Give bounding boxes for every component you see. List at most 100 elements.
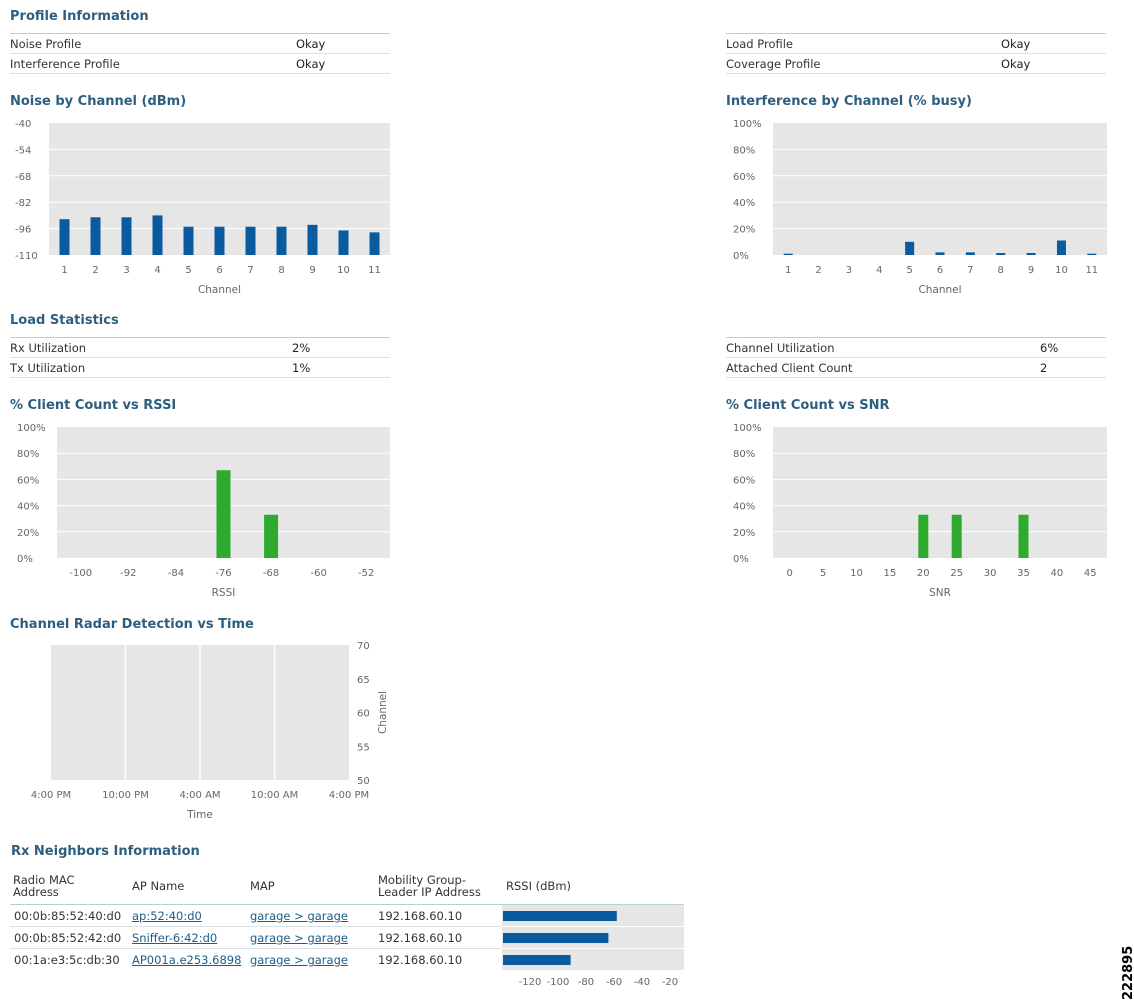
- plot-area: [773, 427, 1107, 558]
- bar: [264, 514, 279, 558]
- x-tick-label: -92: [120, 568, 136, 579]
- table-row: Rx Utilization 2%: [10, 338, 390, 358]
- snr-chart-title: % Client Count vs SNR: [726, 398, 890, 413]
- neighbors-title: Rx Neighbors Information: [11, 844, 200, 859]
- x-axis-label: Channel: [198, 284, 241, 296]
- bar: [183, 226, 194, 255]
- x-tick-label: 4: [154, 265, 160, 276]
- load-value: 6%: [1040, 341, 1059, 355]
- profile-title: Profile Information: [10, 9, 149, 24]
- y-tick-label: 60%: [17, 475, 39, 486]
- bar: [905, 241, 915, 255]
- neighbor-map-link[interactable]: garage > garage: [250, 931, 348, 945]
- row-divider: [10, 926, 502, 927]
- x-tick-label: 11: [1085, 265, 1098, 276]
- profile-right-table: Load Profile Okay Coverage Profile Okay: [726, 33, 1106, 74]
- neighbor-mac: 00:0b:85:52:40:d0: [14, 909, 122, 923]
- y-tick-label: 20%: [733, 528, 755, 539]
- x-tick-label: 20: [917, 568, 930, 579]
- y-tick-label: -82: [15, 198, 31, 209]
- x-tick-label: 1: [785, 265, 791, 276]
- table-row: Noise Profile Okay: [10, 34, 390, 54]
- neighbor-map-link[interactable]: garage > garage: [250, 909, 348, 923]
- y-tick-label: 60: [357, 709, 370, 720]
- bar: [90, 217, 101, 255]
- x-tick-label: -60: [310, 568, 326, 579]
- x-tick-label: 30: [984, 568, 997, 579]
- y-tick-label: 20%: [17, 528, 39, 539]
- x-tick-label: 4:00 PM: [31, 790, 71, 801]
- y-tick-label: 0%: [733, 251, 749, 262]
- bar: [1026, 253, 1036, 255]
- bar: [152, 215, 163, 255]
- neighbor-ap-link[interactable]: ap:52:40:d0: [132, 909, 202, 923]
- profile-label: Noise Profile: [10, 37, 82, 51]
- x-tick-label: 9: [309, 265, 315, 276]
- neighbor-ap-link[interactable]: AP001a.e253.6898: [132, 953, 242, 967]
- neighbor-ap-link[interactable]: Sniffer-6:42:d0: [132, 931, 218, 945]
- load-label: Rx Utilization: [10, 341, 87, 355]
- y-tick-label: -40: [15, 119, 31, 130]
- x-tick-label: -40: [634, 977, 650, 988]
- y-tick-label: 40%: [733, 502, 755, 513]
- col-header-rssi: RSSI (dBm): [506, 879, 572, 893]
- bar: [918, 514, 929, 558]
- x-tick-label: 3: [123, 265, 129, 276]
- load-left-table: Rx Utilization 2% Tx Utilization 1%: [10, 337, 390, 378]
- bar: [1018, 514, 1029, 558]
- bar: [216, 470, 231, 558]
- table-row: Coverage Profile Okay: [726, 54, 1106, 74]
- col-header-ip: Mobility Group- Leader IP Address: [378, 873, 481, 899]
- load-value: 1%: [292, 361, 311, 375]
- load-label: Attached Client Count: [726, 361, 853, 375]
- x-tick-label: -20: [662, 977, 678, 988]
- noise-by-channel-chart: -110 -96 -82 -68 -54 -40 1 2 3 4 5 6 7 8 9 10 11 Channel: [15, 119, 390, 296]
- x-tick-label: 10: [850, 568, 863, 579]
- noise-chart-title: Noise by Channel (dBm): [10, 94, 187, 109]
- y-tick-label: 0%: [733, 554, 749, 565]
- y-tick-label: -54: [15, 145, 31, 156]
- x-tick-label: -52: [358, 568, 374, 579]
- x-tick-label: -120: [519, 977, 542, 988]
- load-value: 2%: [292, 341, 311, 355]
- neighbor-ip: 192.168.60.10: [378, 909, 463, 923]
- y-tick-label: 60%: [733, 172, 755, 183]
- y-tick-label: 100%: [733, 423, 762, 434]
- figure-code: 222895: [1121, 945, 1134, 1000]
- x-tick-label: 10: [1055, 265, 1068, 276]
- profile-label: Load Profile: [726, 37, 794, 51]
- neighbor-mac: 00:1a:e3:5c:db:30: [14, 953, 120, 967]
- load-label: Tx Utilization: [10, 361, 86, 375]
- neighbor-ip: 192.168.60.10: [378, 953, 463, 967]
- x-tick-label: 7: [967, 265, 973, 276]
- bar: [1087, 253, 1097, 255]
- table-row: Tx Utilization 1%: [10, 358, 390, 378]
- y-tick-label: 60%: [733, 475, 755, 486]
- y-tick-label: -110: [15, 251, 38, 262]
- client-count-vs-snr-chart: 0% 20% 40% 60% 80% 100% 0 5 10 15 20 25 30 35 40 45 SNR: [733, 423, 1107, 599]
- x-tick-label: 0: [787, 568, 793, 579]
- x-tick-label: -68: [263, 568, 279, 579]
- x-tick-label: -84: [168, 568, 184, 579]
- x-tick-label: 3: [846, 265, 852, 276]
- x-tick-label: 4:00 PM: [329, 790, 369, 801]
- x-tick-label: 7: [247, 265, 253, 276]
- y-tick-label: 100%: [733, 119, 762, 130]
- load-label: Channel Utilization: [726, 341, 835, 355]
- y-axis-label: Channel: [377, 691, 389, 734]
- profile-value: Okay: [1001, 57, 1031, 71]
- bar: [121, 217, 132, 255]
- x-tick-label: 5: [820, 568, 826, 579]
- profile-left-table: Noise Profile Okay Interference Profile …: [10, 33, 390, 74]
- neighbor-ip: 192.168.60.10: [378, 931, 463, 945]
- x-axis-label: SNR: [929, 587, 951, 599]
- neighbor-map-link[interactable]: garage > garage: [250, 953, 348, 967]
- rssi-bar: [503, 911, 617, 921]
- radar-chart-title: Channel Radar Detection vs Time: [10, 617, 254, 632]
- bar: [245, 226, 256, 255]
- x-tick-label: 5: [185, 265, 191, 276]
- y-tick-label: 50: [357, 776, 370, 787]
- table-row: Attached Client Count 2: [726, 358, 1106, 378]
- table-row: Interference Profile Okay: [10, 54, 390, 74]
- rssi-chart-title: % Client Count vs RSSI: [10, 398, 177, 413]
